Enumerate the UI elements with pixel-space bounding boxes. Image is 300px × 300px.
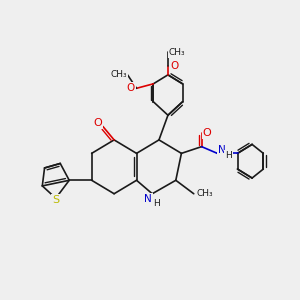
Text: H: H — [225, 151, 232, 160]
Text: CH₃: CH₃ — [169, 48, 185, 57]
Text: CH₃: CH₃ — [197, 189, 213, 198]
Text: N: N — [144, 194, 152, 204]
Text: O: O — [203, 128, 212, 138]
Text: H: H — [153, 199, 160, 208]
Text: O: O — [171, 61, 179, 71]
Text: O: O — [93, 118, 102, 128]
Text: CH₃: CH₃ — [110, 70, 127, 79]
Text: N: N — [218, 145, 226, 155]
Text: O: O — [127, 83, 135, 93]
Text: S: S — [52, 196, 59, 206]
